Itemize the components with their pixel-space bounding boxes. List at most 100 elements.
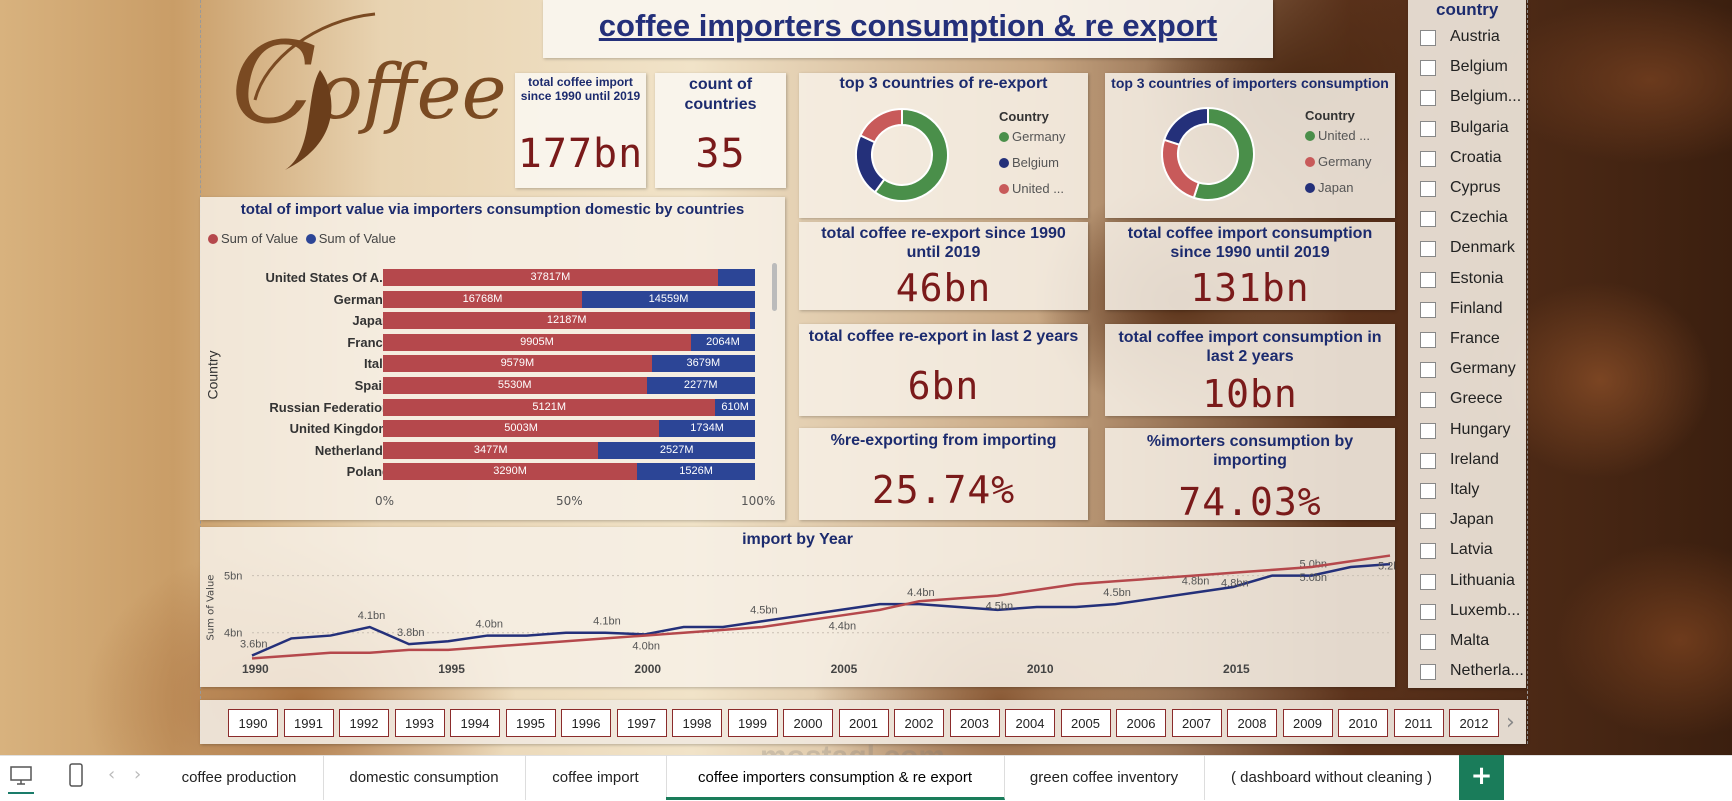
year-button-2010[interactable]: 2010 <box>1338 709 1388 737</box>
year-button-2000[interactable]: 2000 <box>783 709 833 737</box>
bar-segment-red[interactable]: 16768M <box>383 290 583 308</box>
year-button-2005[interactable]: 2005 <box>1060 709 1111 737</box>
donut-slice[interactable] <box>873 107 949 202</box>
donut-slice[interactable] <box>1192 106 1255 201</box>
checkbox[interactable] <box>1420 90 1436 107</box>
page-tab[interactable]: ( dashboard without cleaning ) <box>1204 755 1460 800</box>
bar-segment-red[interactable]: 9579M <box>383 355 652 373</box>
page-tab[interactable]: green coffee inventory <box>1004 755 1205 800</box>
checkbox[interactable] <box>1420 301 1436 318</box>
donut-slice[interactable] <box>1162 106 1209 146</box>
year-button-2008[interactable]: 2008 <box>1227 709 1277 737</box>
bar-segment-red[interactable]: 37817M <box>383 269 718 286</box>
bar-segment-blue[interactable]: 3679M <box>651 355 755 373</box>
checkbox[interactable] <box>1420 150 1436 167</box>
year-button-2003[interactable]: 2003 <box>949 709 1000 737</box>
year-button-1997[interactable]: 1997 <box>616 709 667 737</box>
year-button-2009[interactable]: 2009 <box>1282 709 1333 737</box>
checkbox[interactable] <box>1420 271 1436 288</box>
year-button-2001[interactable]: 2001 <box>838 709 889 737</box>
legend-item[interactable]: United ... <box>999 181 1065 207</box>
checkbox[interactable] <box>1420 603 1436 620</box>
year-button-1993[interactable]: 1993 <box>394 709 445 737</box>
year-button-2011[interactable]: 2011 <box>1393 709 1444 737</box>
bar-segment-blue[interactable]: 2064M <box>690 333 755 351</box>
bar-segment-blue[interactable]: 2527M <box>598 441 755 459</box>
checkbox[interactable] <box>1420 573 1436 590</box>
year-button-2004[interactable]: 2004 <box>1005 709 1055 737</box>
checkbox[interactable] <box>1420 664 1436 681</box>
checkbox[interactable] <box>1420 241 1436 258</box>
line-series-red[interactable] <box>251 554 1391 660</box>
bar-segment-blue[interactable]: 610M <box>715 398 755 416</box>
bar-row[interactable]: Poland 3290M 1526M <box>200 463 800 481</box>
checkbox[interactable] <box>1420 60 1436 77</box>
add-page-button[interactable]: + <box>1459 755 1504 800</box>
bar-segment-blue[interactable]: 14559M <box>582 290 755 308</box>
page-tab[interactable]: coffee import <box>525 755 667 800</box>
donut-slice[interactable] <box>859 107 903 144</box>
bar-segment-red[interactable]: 5003M <box>383 420 660 438</box>
bar-segment-red[interactable]: 5121M <box>383 398 716 416</box>
year-button-1998[interactable]: 1998 <box>672 709 722 737</box>
year-button-1990[interactable]: 1990 <box>228 709 278 737</box>
bar-chart-scrollbar[interactable] <box>772 263 777 311</box>
year-button-1991[interactable]: 1991 <box>283 709 334 737</box>
checkbox[interactable] <box>1420 422 1436 439</box>
bar-row[interactable]: Russian Federation 5121M 610M <box>200 398 800 417</box>
checkbox[interactable] <box>1420 543 1436 560</box>
legend-item[interactable]: Germany <box>1305 154 1371 180</box>
year-button-1999[interactable]: 1999 <box>727 709 778 737</box>
legend-item[interactable]: Japan <box>1305 180 1371 206</box>
checkbox[interactable] <box>1420 211 1436 228</box>
year-button-2002[interactable]: 2002 <box>894 709 944 737</box>
mobile-icon[interactable] <box>66 762 86 790</box>
desktop-icon[interactable] <box>8 762 34 794</box>
checkbox[interactable] <box>1420 392 1436 409</box>
legend-item[interactable]: United ... <box>1305 128 1371 154</box>
checkbox[interactable] <box>1420 332 1436 348</box>
bar-segment-blue[interactable] <box>750 312 755 330</box>
checkbox[interactable] <box>1420 483 1436 499</box>
line-series-blue[interactable] <box>251 562 1391 657</box>
bar-row[interactable]: Netherlands 3477M 2527M <box>200 441 800 460</box>
bar-row[interactable]: Japan 12187M <box>200 312 800 330</box>
donut-slice[interactable] <box>1161 138 1200 200</box>
chevron-right-icon[interactable]: › <box>134 764 142 785</box>
year-button-1992[interactable]: 1992 <box>339 709 389 737</box>
bar-segment-red[interactable]: 3477M <box>383 441 599 459</box>
checkbox[interactable] <box>1420 452 1436 469</box>
bar-row[interactable]: France 9905M 2064M <box>200 333 800 352</box>
checkbox[interactable] <box>1420 634 1436 650</box>
legend-item[interactable]: Germany <box>999 129 1065 155</box>
bar-row[interactable]: United Kingdom 5003M 1734M <box>200 420 800 438</box>
bar-row[interactable]: Germany 16768M 14559M <box>200 290 800 309</box>
year-button-1994[interactable]: 1994 <box>450 709 500 737</box>
bar-segment-blue[interactable]: 2277M <box>646 377 755 394</box>
checkbox[interactable] <box>1420 120 1436 137</box>
bar-segment-blue[interactable] <box>717 269 755 286</box>
year-button-1995[interactable]: 1995 <box>505 709 556 737</box>
bar-row[interactable]: United States Of A... 37817M <box>200 269 800 287</box>
year-button-1996[interactable]: 1996 <box>561 709 611 737</box>
bar-segment-blue[interactable]: 1734M <box>659 420 755 438</box>
page-tab[interactable]: coffee production <box>155 755 324 800</box>
checkbox[interactable] <box>1420 362 1436 379</box>
legend-item[interactable]: Belgium <box>999 155 1065 181</box>
bar-segment-blue[interactable]: 1526M <box>637 463 755 481</box>
year-button-2007[interactable]: 2007 <box>1171 709 1222 737</box>
page-tab[interactable]: coffee importers consumption & re export <box>666 755 1005 800</box>
checkbox[interactable] <box>1420 181 1436 197</box>
page-tab[interactable]: domestic consumption <box>323 755 526 800</box>
chevron-right-icon[interactable]: › <box>1506 710 1515 735</box>
checkbox[interactable] <box>1420 30 1436 46</box>
chevron-left-icon[interactable]: ‹ <box>108 764 116 785</box>
year-button-2006[interactable]: 2006 <box>1116 709 1166 737</box>
bar-segment-red[interactable]: 12187M <box>383 312 751 330</box>
bar-segment-red[interactable]: 5530M <box>383 377 647 394</box>
year-button-2012[interactable]: 2012 <box>1449 709 1499 737</box>
bar-segment-red[interactable]: 9905M <box>383 333 691 351</box>
bar-row[interactable]: Italy 9579M 3679M <box>200 355 800 373</box>
checkbox[interactable] <box>1420 513 1436 530</box>
donut-slice[interactable] <box>855 134 886 194</box>
